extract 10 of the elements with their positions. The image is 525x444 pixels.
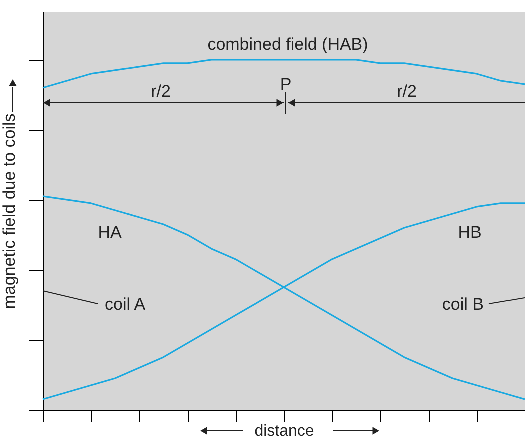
annotation: coil A [105, 295, 146, 314]
annotation: r/2 [151, 82, 171, 101]
annotation: coil B [442, 295, 484, 314]
series-label: HA [98, 223, 122, 242]
series-label: combined field (HAB) [208, 35, 368, 54]
x-axis-title: distance [254, 423, 314, 440]
annotation: P [280, 75, 292, 94]
series-label: HB [458, 223, 482, 242]
annotation: r/2 [397, 82, 417, 101]
y-axis-title: magnetic field due to coils [0, 114, 19, 310]
